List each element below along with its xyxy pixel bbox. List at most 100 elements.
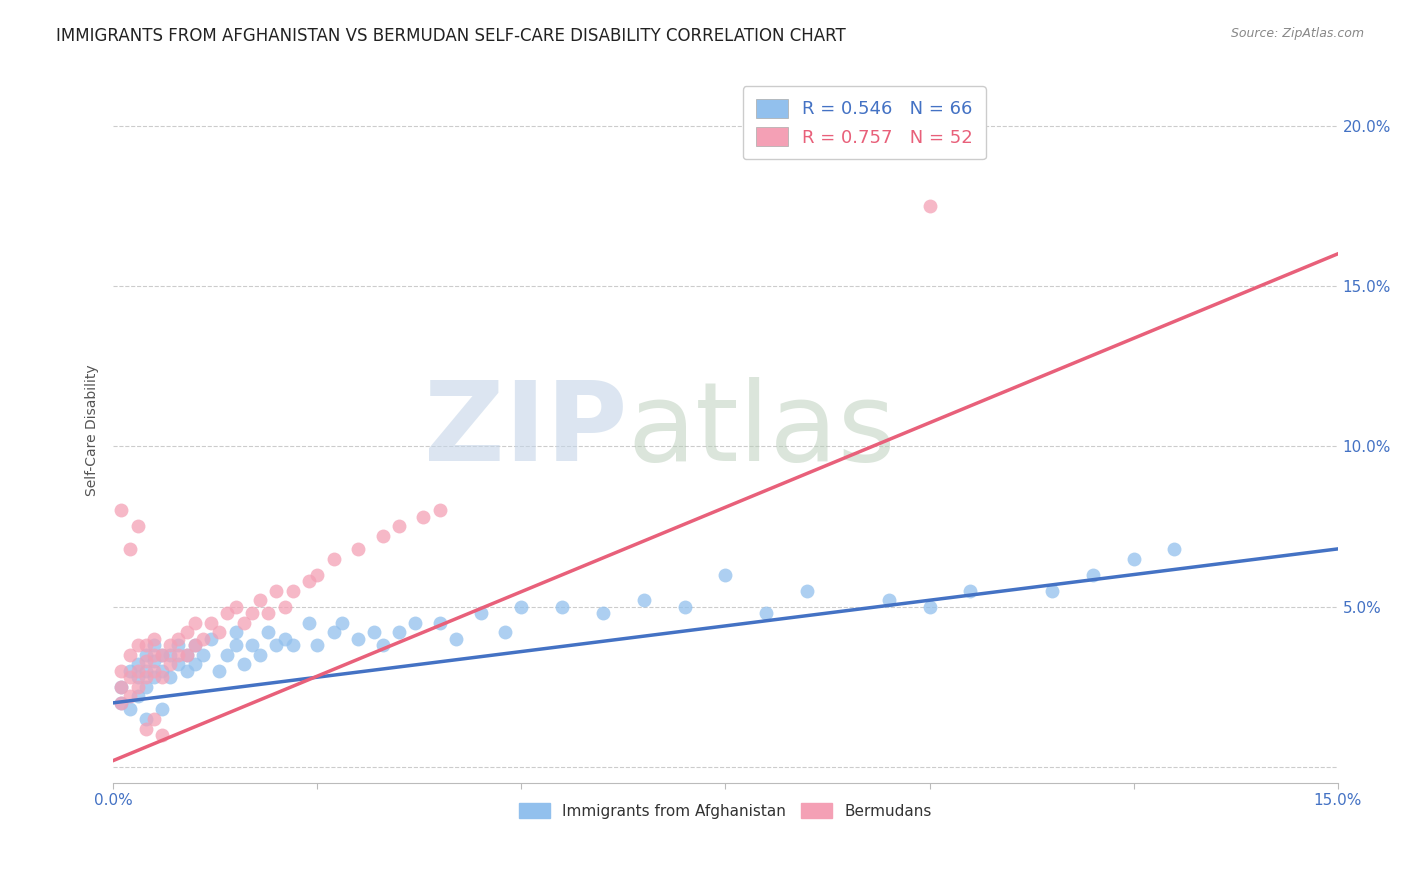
- Point: [110, 696, 132, 710]
- Text: ZIP: ZIP: [425, 376, 627, 483]
- Point: [167, 632, 190, 646]
- Point: [404, 615, 426, 630]
- Point: [1040, 583, 1063, 598]
- Point: [225, 625, 247, 640]
- Point: [633, 593, 655, 607]
- Point: [176, 648, 198, 662]
- Point: [673, 599, 696, 614]
- Point: [249, 648, 271, 662]
- Point: [184, 657, 207, 672]
- Point: [257, 606, 280, 620]
- Point: [127, 664, 149, 678]
- Point: [592, 606, 614, 620]
- Point: [118, 702, 141, 716]
- Point: [150, 728, 173, 742]
- Point: [266, 638, 288, 652]
- Point: [176, 664, 198, 678]
- Point: [208, 625, 231, 640]
- Point: [118, 664, 141, 678]
- Point: [494, 625, 516, 640]
- Text: IMMIGRANTS FROM AFGHANISTAN VS BERMUDAN SELF-CARE DISABILITY CORRELATION CHART: IMMIGRANTS FROM AFGHANISTAN VS BERMUDAN …: [56, 27, 846, 45]
- Point: [240, 606, 263, 620]
- Point: [159, 657, 181, 672]
- Point: [918, 599, 941, 614]
- Point: [143, 664, 166, 678]
- Point: [371, 529, 394, 543]
- Point: [388, 625, 411, 640]
- Point: [167, 648, 190, 662]
- Point: [135, 670, 157, 684]
- Point: [307, 567, 329, 582]
- Point: [118, 670, 141, 684]
- Point: [159, 670, 181, 684]
- Point: [143, 648, 166, 662]
- Point: [127, 680, 149, 694]
- Point: [118, 541, 141, 556]
- Point: [1163, 541, 1185, 556]
- Point: [135, 680, 157, 694]
- Point: [191, 648, 214, 662]
- Point: [127, 690, 149, 704]
- Point: [150, 648, 173, 662]
- Point: [143, 654, 166, 668]
- Point: [330, 615, 353, 630]
- Point: [127, 657, 149, 672]
- Point: [176, 625, 198, 640]
- Point: [347, 632, 370, 646]
- Point: [176, 648, 198, 662]
- Point: [1122, 551, 1144, 566]
- Point: [118, 648, 141, 662]
- Point: [510, 599, 533, 614]
- Text: Source: ZipAtlas.com: Source: ZipAtlas.com: [1230, 27, 1364, 40]
- Point: [240, 638, 263, 652]
- Point: [877, 593, 900, 607]
- Point: [1081, 567, 1104, 582]
- Point: [755, 606, 778, 620]
- Point: [167, 657, 190, 672]
- Point: [143, 670, 166, 684]
- Point: [127, 519, 149, 533]
- Point: [217, 648, 239, 662]
- Point: [298, 615, 321, 630]
- Point: [273, 632, 295, 646]
- Point: [143, 632, 166, 646]
- Point: [225, 599, 247, 614]
- Point: [208, 664, 231, 678]
- Point: [232, 615, 254, 630]
- Point: [135, 664, 157, 678]
- Point: [714, 567, 737, 582]
- Point: [159, 638, 181, 652]
- Legend: Immigrants from Afghanistan, Bermudans: Immigrants from Afghanistan, Bermudans: [513, 797, 938, 825]
- Point: [388, 519, 411, 533]
- Point: [371, 638, 394, 652]
- Point: [150, 648, 173, 662]
- Point: [273, 599, 295, 614]
- Point: [249, 593, 271, 607]
- Point: [150, 664, 173, 678]
- Point: [918, 199, 941, 213]
- Point: [135, 638, 157, 652]
- Point: [159, 648, 181, 662]
- Point: [281, 583, 304, 598]
- Text: atlas: atlas: [627, 376, 896, 483]
- Point: [200, 615, 222, 630]
- Point: [363, 625, 385, 640]
- Point: [959, 583, 981, 598]
- Point: [127, 638, 149, 652]
- Point: [347, 541, 370, 556]
- Point: [444, 632, 467, 646]
- Point: [110, 664, 132, 678]
- Point: [429, 615, 451, 630]
- Point: [110, 680, 132, 694]
- Point: [150, 702, 173, 716]
- Point: [307, 638, 329, 652]
- Point: [110, 503, 132, 517]
- Point: [127, 670, 149, 684]
- Point: [217, 606, 239, 620]
- Point: [110, 680, 132, 694]
- Point: [257, 625, 280, 640]
- Point: [470, 606, 492, 620]
- Point: [135, 722, 157, 736]
- Point: [200, 632, 222, 646]
- Point: [298, 574, 321, 588]
